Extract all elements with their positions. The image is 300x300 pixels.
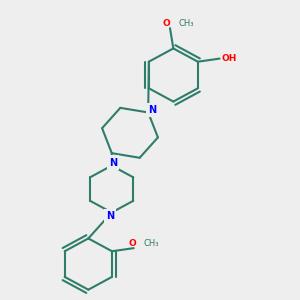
Text: CH₃: CH₃ [178,19,194,28]
Text: O: O [163,19,170,28]
Text: N: N [148,105,156,115]
Text: N: N [106,211,114,220]
Text: O: O [128,239,136,248]
Text: N: N [109,158,117,167]
Text: OH: OH [221,54,237,63]
Text: CH₃: CH₃ [144,239,159,248]
